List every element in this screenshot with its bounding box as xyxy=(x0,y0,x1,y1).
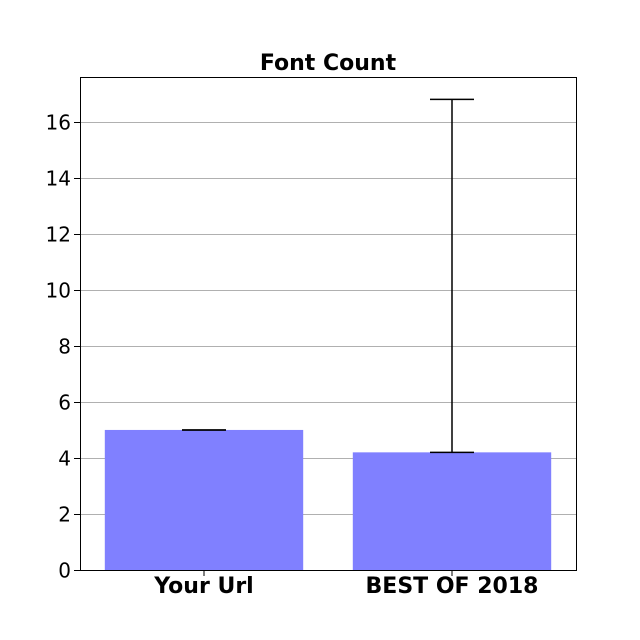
y-tick-label: 12 xyxy=(46,223,71,247)
bar xyxy=(352,452,552,570)
bars xyxy=(104,429,552,570)
x-axis-ticks: Your Url BEST OF 2018 xyxy=(153,570,538,599)
y-tick-label: 16 xyxy=(46,111,71,135)
y-tick-label: 8 xyxy=(58,335,71,359)
chart-title: Font Count xyxy=(260,51,397,76)
y-tick-label: 2 xyxy=(58,503,71,527)
y-tick-label: 6 xyxy=(58,391,71,415)
bar xyxy=(104,429,304,570)
y-axis-ticks: 0 2 4 6 8 10 12 14 16 xyxy=(46,111,80,583)
y-tick-label: 14 xyxy=(46,167,71,191)
x-tick-label: Your Url xyxy=(153,574,253,599)
x-tick-label: BEST OF 2018 xyxy=(366,574,539,599)
plot-frame xyxy=(80,77,577,571)
y-tick-label: 4 xyxy=(58,447,71,471)
error-bars xyxy=(182,98,474,454)
y-tick-label: 0 xyxy=(58,559,71,583)
y-tick-label: 10 xyxy=(46,279,71,303)
